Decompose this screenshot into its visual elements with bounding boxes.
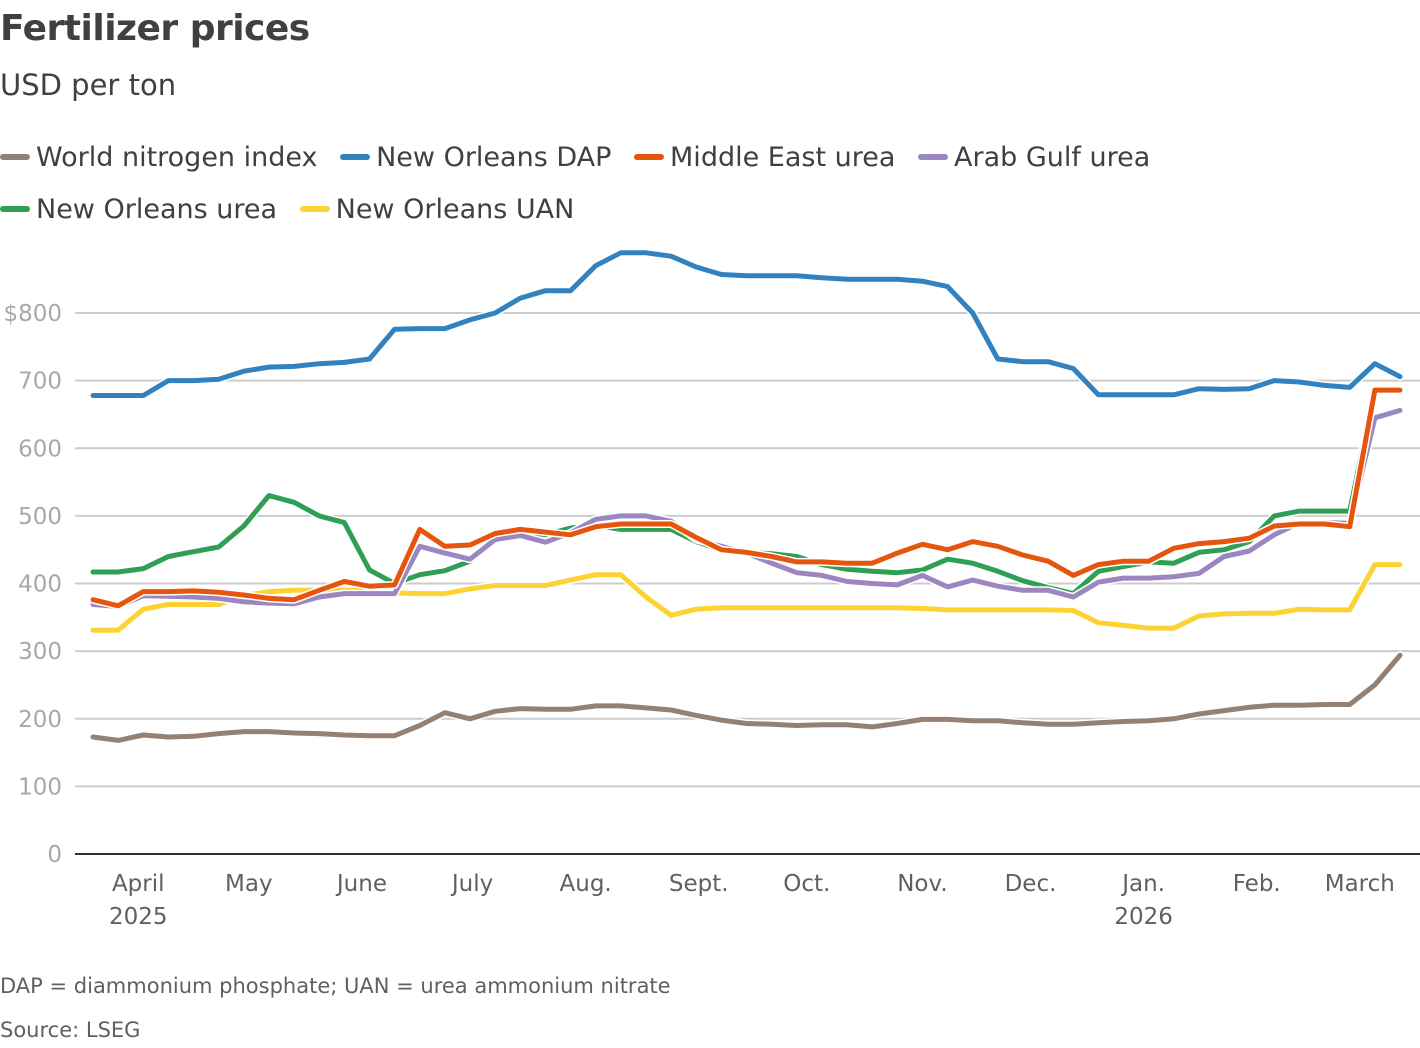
y-tick-label: $800 bbox=[3, 301, 62, 327]
y-tick-label: 600 bbox=[18, 436, 62, 462]
series-line-new-orleans-urea bbox=[90, 387, 1403, 597]
chart-title: Fertilizer prices bbox=[0, 8, 310, 49]
x-tick-label: Jan. bbox=[1120, 871, 1165, 897]
x-tick-label: Nov. bbox=[897, 871, 947, 897]
legend-label: New Orleans urea bbox=[36, 194, 278, 225]
legend-label: Arab Gulf urea bbox=[954, 142, 1151, 173]
y-tick-label: 400 bbox=[18, 572, 62, 598]
legend-swatch bbox=[918, 153, 948, 160]
series-lines bbox=[89, 248, 1404, 745]
y-tick-label: 500 bbox=[18, 504, 62, 530]
x-tick-label: Feb. bbox=[1233, 871, 1281, 897]
y-tick-label: 0 bbox=[47, 842, 62, 868]
x-tick-year-label: 2026 bbox=[1114, 904, 1173, 930]
gridlines bbox=[75, 312, 1420, 788]
legend-item-new-orleans-dap: New Orleans DAP bbox=[340, 132, 611, 184]
legend: World nitrogen index New Orleans DAP Mid… bbox=[0, 132, 1400, 236]
legend-swatch bbox=[0, 153, 30, 160]
legend-item-arab-gulf-urea: Arab Gulf urea bbox=[918, 132, 1150, 184]
y-tick-label: 200 bbox=[18, 707, 62, 733]
legend-item-new-orleans-urea: New Orleans urea bbox=[0, 184, 277, 236]
series-halo-new-orleans-urea bbox=[89, 386, 1404, 598]
legend-swatch bbox=[299, 205, 330, 212]
x-tick-year-label: 2025 bbox=[109, 904, 168, 930]
legend-item-world-nitrogen-index: World nitrogen index bbox=[0, 132, 318, 184]
x-tick-label: Oct. bbox=[783, 871, 830, 897]
chart-subtitle: USD per ton bbox=[0, 68, 177, 102]
legend-label: New Orleans UAN bbox=[335, 194, 575, 225]
series-halo-world-nitrogen-index bbox=[89, 651, 1404, 745]
series-line-world-nitrogen-index bbox=[90, 652, 1403, 743]
x-tick-label: Sept. bbox=[669, 871, 729, 897]
legend-swatch bbox=[340, 153, 371, 160]
x-tick-label: May bbox=[225, 871, 273, 897]
x-tick-label: March bbox=[1325, 871, 1395, 897]
legend-label: World nitrogen index bbox=[36, 142, 318, 173]
series-halo-arab-gulf-urea bbox=[89, 406, 1404, 611]
legend-item-new-orleans-uan: New Orleans UAN bbox=[299, 184, 575, 236]
x-tick-label: June bbox=[335, 871, 387, 897]
legend-label: Middle East urea bbox=[670, 142, 896, 173]
series-line-middle-east-urea bbox=[90, 387, 1403, 609]
legend-swatch bbox=[0, 205, 30, 212]
x-axis-ticks: April 2025 May June July Aug. Sept. Oct. Nov. Dec… bbox=[109, 871, 1395, 930]
legend-item-middle-east-urea: Middle East urea bbox=[634, 132, 895, 184]
series-line-new-orleans-dap bbox=[90, 250, 1403, 398]
x-tick-label: Aug. bbox=[560, 871, 612, 897]
legend-label: New Orleans DAP bbox=[376, 142, 612, 173]
x-tick-label: April bbox=[112, 871, 165, 897]
x-tick-label: July bbox=[450, 871, 493, 897]
x-tick-label: Dec. bbox=[1005, 871, 1057, 897]
y-tick-label: 700 bbox=[18, 369, 62, 395]
legend-swatch bbox=[634, 153, 665, 160]
y-axis-ticks: 0 100 200 300 400 500 600 700 $800 bbox=[3, 301, 62, 868]
source-note: Source: LSEG bbox=[0, 1018, 141, 1042]
y-tick-label: 100 bbox=[18, 774, 62, 800]
series-line-arab-gulf-urea bbox=[90, 407, 1403, 609]
footnote: DAP = diammonium phosphate; UAN = urea a… bbox=[0, 974, 671, 998]
y-tick-label: 300 bbox=[18, 639, 62, 665]
